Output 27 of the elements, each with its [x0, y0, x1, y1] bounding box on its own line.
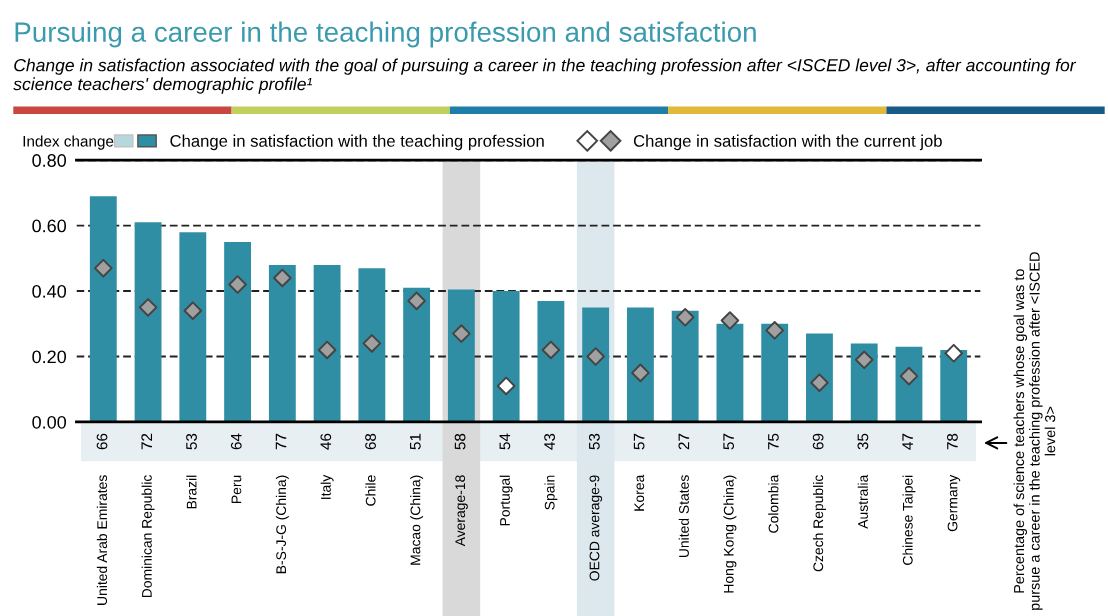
bar	[224, 241, 252, 422]
legend-label: Change in satisfaction with the current job	[633, 134, 942, 151]
bar	[537, 300, 565, 422]
y-tick-label: 0.00	[32, 415, 67, 429]
bar	[895, 346, 923, 422]
bar	[761, 323, 789, 422]
bar	[313, 264, 341, 422]
bar	[716, 323, 744, 422]
bar	[492, 291, 520, 422]
bar	[358, 268, 386, 422]
chart-title: Pursuing a career in the teaching profession and satisfaction	[15, 21, 756, 48]
bar	[268, 264, 296, 422]
bar	[134, 222, 162, 422]
bar	[806, 333, 833, 422]
y-tick-label: 0.60	[32, 219, 67, 233]
chart-subtitle: Change in satisfaction associated with the goal of pursuing a career in the teaching profession after <ISCED level 3>, after accounting for science teachers' demographic profile¹	[13, 58, 1077, 94]
bar	[671, 310, 699, 422]
bar	[940, 349, 968, 422]
bar	[850, 343, 878, 422]
y-tick-label: 0.40	[32, 284, 67, 298]
bar	[403, 287, 431, 422]
bar	[626, 307, 654, 422]
bar	[179, 232, 207, 422]
y-tick-label: 0.80	[32, 154, 67, 167]
y-tick-label: 0.20	[32, 350, 67, 364]
bar	[89, 196, 117, 422]
legend-label: Change in satisfaction with the teaching profession	[170, 134, 544, 151]
